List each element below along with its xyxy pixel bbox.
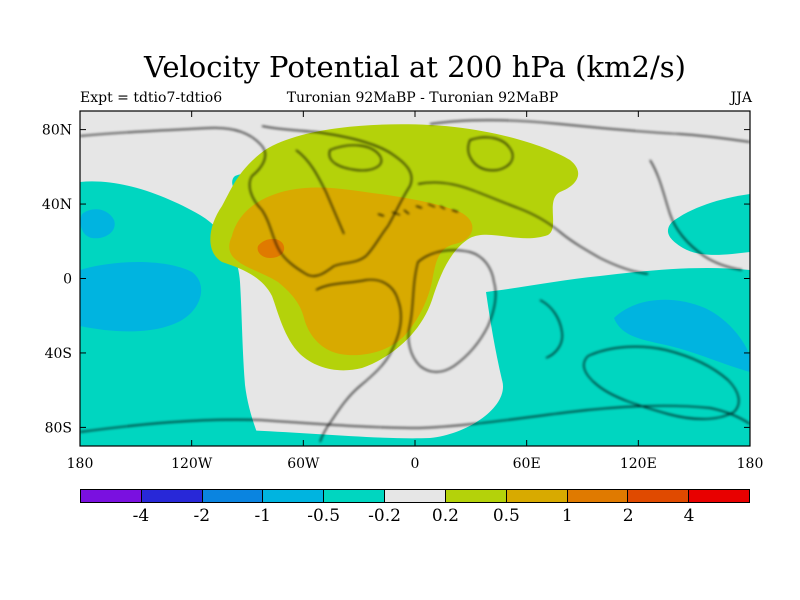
colorbar-label: -2: [193, 506, 211, 526]
colorbar-swatch: [385, 490, 446, 502]
coastlines: [80, 119, 750, 443]
colorbar-swatch: [628, 490, 690, 502]
season-label: JJA: [730, 90, 752, 106]
field-region-east-asia-teal: [667, 194, 750, 255]
field-region-pacific-blue-small: [80, 209, 115, 239]
lat-tick-label: 0: [63, 272, 72, 288]
field-region-indian-ocean-blue: [614, 299, 750, 372]
lon-tick-label: 120W: [171, 456, 213, 472]
colorbar-label: 0.5: [492, 506, 520, 526]
lon-tick-label: 180: [737, 456, 764, 472]
coast-south-america: [315, 279, 402, 443]
lat-tick-label: 80N: [42, 123, 72, 139]
coast-north-america: [80, 125, 413, 277]
lat-tick-label: 80S: [45, 420, 72, 436]
lon-tick-label: 120E: [620, 456, 657, 472]
lon-tick-label: 180: [67, 456, 94, 472]
lon-tick-label: 60W: [287, 456, 320, 472]
period-subtitle: Turonian 92MaBP - Turonian 92MaBP: [286, 90, 559, 106]
colorbar-swatch: [445, 490, 507, 502]
field-region-eastern-pacific-core: [257, 238, 285, 258]
colorbar-label: 4: [683, 506, 695, 526]
colorbar-label: -0.5: [307, 506, 341, 526]
colorbar-swatch: [324, 490, 386, 502]
lat-tick-label: 40S: [45, 346, 72, 362]
colorbar-swatch: [689, 490, 749, 502]
colorbar-label: -0.2: [368, 506, 401, 526]
coast-caribbean-islands: [377, 203, 459, 217]
longitude-ticks: 180 120W 60W 0 60E 120E 180: [67, 111, 764, 472]
coast-antarctica: [80, 405, 750, 433]
coast-australia: [583, 346, 740, 420]
colorbar-swatch: [202, 490, 264, 502]
coast-asia-east: [649, 159, 743, 271]
colorbar-label: 0.2: [431, 506, 459, 526]
coast-western-interior-seaway: [295, 149, 345, 235]
colorbar-label: -1: [254, 506, 271, 526]
colorbar-swatch: [567, 490, 629, 502]
colorbar-label: -4: [132, 506, 150, 526]
coast-india-madagascar: [539, 299, 563, 359]
colorbar-swatch: [81, 490, 142, 502]
colorbar-swatch: [263, 490, 325, 502]
latitude-ticks: 80N 40N 0 40S 80S: [42, 123, 750, 436]
colorbar-label: 2: [622, 506, 634, 526]
lon-tick-label: 0: [411, 456, 420, 472]
contour-fill-layer: [80, 111, 750, 446]
coast-africa: [407, 249, 497, 373]
coast-greenland: [467, 136, 514, 171]
lat-tick-label: 40N: [42, 197, 72, 213]
plot-title: Velocity Potential at 200 hPa (km2/s): [144, 50, 686, 84]
colorbar-swatch: [506, 490, 568, 502]
coast-arctic-islands: [328, 144, 382, 171]
experiment-label: Expt = tdtio7-tdtio6: [80, 90, 223, 106]
colorbar-label: 1: [561, 506, 573, 526]
lon-tick-label: 60E: [513, 456, 541, 472]
coast-eurasia-north: [429, 119, 750, 143]
field-region-pacific-blue: [80, 262, 202, 332]
colorbar-swatch: [141, 490, 203, 502]
coast-europe-tethys: [417, 181, 649, 275]
colorbar: [80, 489, 750, 503]
